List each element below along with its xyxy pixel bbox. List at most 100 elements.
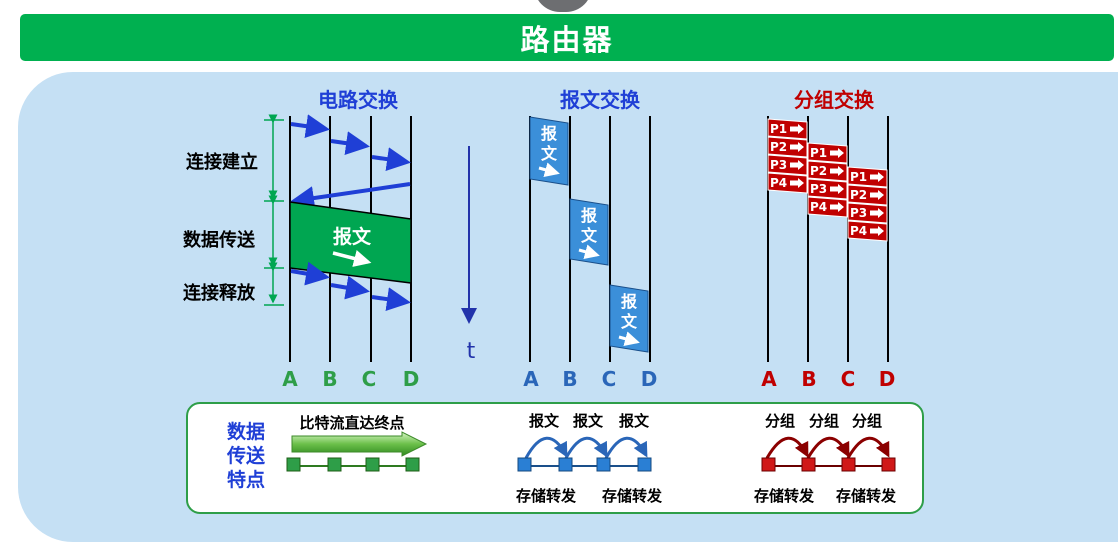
message-node-labels: A B C D [523, 367, 657, 391]
characteristics-label-line3: 特点 [227, 469, 265, 491]
packet-arrow-icon [830, 166, 844, 176]
packet-arrow-icon [870, 226, 884, 236]
message-forward-node-3 [596, 457, 611, 472]
circuit-node-d: D [403, 367, 420, 391]
message-forward-node-4 [637, 457, 652, 472]
message-block-3-text: 报文 [621, 292, 638, 331]
packet-forward-label-1: 分组 [765, 412, 795, 430]
packet-label: P3 [770, 158, 787, 172]
packet-arrow-icon [870, 172, 884, 182]
phase-brackets [264, 119, 284, 306]
packet-p1-link-3: P1 [847, 166, 888, 188]
packet-forward-labels: 分组 分组 分组 [765, 412, 882, 430]
packet-forward-label-3: 分组 [852, 412, 882, 430]
characteristics-label: 数据 传送 特点 [226, 420, 266, 491]
characteristics-label-line1: 数据 [227, 420, 265, 443]
message-forward-arc-1 [524, 436, 568, 459]
message-block-3: 报文 [609, 284, 649, 353]
circuit-node-labels: A B C D [282, 367, 419, 391]
packet-forward-footer-1: 存储转发 [754, 487, 815, 505]
switching-diagram: 电路交换 连接建立 数据传送 连接释放 报文 A B C [183, 88, 897, 505]
packet-node-b: B [801, 367, 816, 391]
packet-label: P3 [850, 206, 867, 220]
packet-forward-nodes [761, 457, 896, 472]
message-forward-arc-2 [564, 436, 608, 459]
packet-arrow-icon [870, 208, 884, 218]
packet-forward-node-4 [881, 457, 896, 472]
packet-node-lines [767, 116, 889, 362]
message-node-a: A [523, 367, 539, 391]
message-node-b: B [562, 367, 577, 391]
message-forward-arcs [524, 436, 648, 459]
bitstream-node-1 [286, 457, 301, 472]
time-label: t [467, 339, 476, 364]
packet-arrow-icon [790, 142, 804, 152]
bitstream-text: 比特流直达终点 [299, 414, 404, 432]
release-arrows [290, 261, 411, 312]
bitstream-node-3 [365, 457, 380, 472]
packet-p4-link-3: P4 [847, 220, 888, 242]
circuit-message-label: 报文 [333, 225, 372, 248]
packet-arrow-icon [830, 202, 844, 212]
packet-arrow-icon [790, 124, 804, 134]
message-forward-footer-1: 存储转发 [516, 487, 577, 505]
packet-forward-footer: 存储转发 存储转发 [754, 487, 897, 505]
packet-p4-link-2: P4 [807, 196, 848, 218]
packet-p3-link-1: P3 [767, 154, 808, 176]
packet-p2-link-1: P2 [767, 136, 808, 158]
packet-forward-arc-1 [765, 436, 809, 459]
packet-p4-link-1: P4 [767, 172, 808, 194]
packet-p2-link-3: P2 [847, 184, 888, 206]
circuit-node-a: A [282, 367, 298, 391]
top-decoration [534, 0, 592, 12]
packet-label: P4 [850, 224, 867, 238]
message-forward-footer-2: 存储转发 [602, 487, 663, 505]
packet-forward-node-3 [841, 457, 856, 472]
packet-label: P2 [810, 164, 827, 178]
packet-arrow-icon [790, 178, 804, 188]
page-title: 路由器 [20, 14, 1114, 61]
packet-arrow-icon [870, 190, 884, 200]
message-forward-arc-3 [604, 436, 648, 459]
message-node-d: D [641, 367, 658, 391]
circuit-node-b: B [322, 367, 337, 391]
packet-forward-footer-2: 存储转发 [836, 487, 897, 505]
message-forward-labels: 报文 报文 报文 [529, 412, 650, 430]
message-block-2-text: 报文 [581, 206, 598, 245]
packet-label: P4 [810, 200, 827, 214]
packet-node-labels: A B C D [761, 367, 895, 391]
packet-forward-label-2: 分组 [809, 412, 839, 430]
circuit-message-arrow [332, 250, 372, 267]
bitstream-node-4 [405, 457, 420, 472]
packet-forward-node-2 [801, 457, 816, 472]
packet-label: P3 [810, 182, 827, 196]
packet-arrow-icon [790, 160, 804, 170]
packet-node-a: A [761, 367, 777, 391]
message-forward-node-1 [517, 457, 532, 472]
packet-switching-heading: 分组交换 [794, 88, 875, 112]
packet-forward-node-1 [761, 457, 776, 472]
message-block-2: 报文 [569, 198, 609, 266]
packet-p1-link-1: P1 [767, 118, 808, 140]
bitstream-node-2 [327, 457, 342, 472]
message-forward-footer: 存储转发 存储转发 [516, 487, 663, 505]
circuit-switching-heading: 电路交换 [318, 88, 399, 112]
packet-p3-link-3: P3 [847, 202, 888, 224]
packet-label: P1 [850, 170, 867, 184]
packet-label: P4 [770, 176, 787, 190]
packet-arrow-icon [830, 184, 844, 194]
packet-p3-link-2: P3 [807, 178, 848, 200]
message-forward-label-2: 报文 [573, 412, 604, 430]
packet-label: P2 [770, 140, 787, 154]
phase-release-label: 连接释放 [183, 282, 256, 304]
packet-label: P1 [810, 146, 827, 160]
packet-node-c: C [841, 367, 856, 391]
packet-groups: P1 P2 P3 P4 P1 P2 P3 P4 P1 P2 P3 P4 [767, 118, 888, 242]
message-forward-node-2 [558, 457, 573, 472]
packet-label: P1 [770, 122, 787, 136]
bitstream-arrow [291, 431, 428, 457]
message-node-c: C [602, 367, 617, 391]
phase-transfer-label: 数据传送 [183, 229, 256, 251]
packet-p2-link-2: P2 [807, 160, 848, 182]
message-forward-nodes [517, 457, 652, 472]
